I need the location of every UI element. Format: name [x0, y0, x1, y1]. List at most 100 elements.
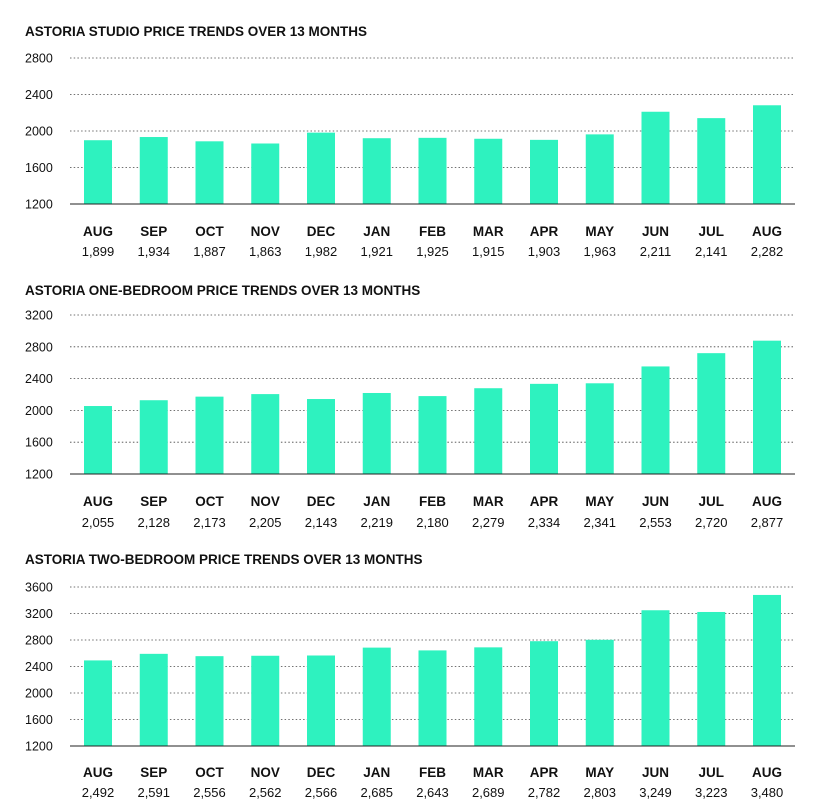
chart-3-data-label: 2,556	[193, 785, 226, 800]
chart-2-x-tick-label: AUG	[752, 494, 782, 509]
chart-3-data-label: 2,689	[472, 785, 505, 800]
chart-1-x-tick-label: JAN	[363, 224, 390, 239]
chart-2-x-tick-label: SEP	[140, 494, 167, 509]
chart-2-title: ASTORIA ONE-BEDROOM PRICE TRENDS OVER 13…	[25, 283, 420, 298]
chart-1-x-tick-label: FEB	[419, 224, 446, 239]
chart-2-data-label: 2,180	[416, 515, 449, 530]
chart-2-x-tick-label: JUN	[642, 494, 669, 509]
chart-2-bar-oct	[195, 396, 224, 474]
chart-3-x-tick-label: OCT	[195, 765, 224, 780]
chart-3-data-label: 2,562	[249, 785, 282, 800]
chart-2-bar-may	[585, 383, 614, 474]
chart-2-data-label: 2,877	[751, 515, 784, 530]
chart-1-y-tick-label: 2800	[25, 52, 53, 66]
chart-3-data-label: 2,643	[416, 785, 449, 800]
chart-3-y-tick-label: 1600	[25, 713, 53, 727]
chart-2-bar-jun	[641, 366, 670, 474]
chart-1-x-tick-label: MAY	[585, 224, 614, 239]
chart-3-x-tick-label: JAN	[363, 765, 390, 780]
chart-3-x-tick-label: JUL	[698, 765, 724, 780]
chart-2-x-tick-label: MAR	[473, 494, 504, 509]
chart-2-y-tick-label: 2000	[25, 404, 53, 418]
chart-2-y-tick-label: 2400	[25, 372, 53, 386]
chart-1-x-tick-label: DEC	[307, 224, 336, 239]
chart-1-data-label: 1,863	[249, 244, 282, 259]
chart-1-x-tick-label: APR	[530, 224, 559, 239]
chart-1-bar-jun	[641, 111, 670, 204]
chart-1-bar-feb	[418, 137, 447, 204]
chart-2-x-tick-label: FEB	[419, 494, 446, 509]
chart-2-bar-apr	[530, 383, 558, 474]
chart-2-x-tick-label: DEC	[307, 494, 336, 509]
chart-3-data-label: 3,480	[751, 785, 784, 800]
chart-1-x-tick-label: MAR	[473, 224, 504, 239]
chart-3-title: ASTORIA TWO-BEDROOM PRICE TRENDS OVER 13…	[25, 552, 423, 567]
chart-3-data-label: 3,249	[639, 785, 672, 800]
chart-1-bar-oct	[195, 141, 224, 204]
chart-1-bar-may	[585, 134, 614, 204]
chart-1-y-tick-label: 1200	[25, 198, 53, 212]
chart-1-data-label: 1,925	[416, 244, 449, 259]
chart-3-x-tick-label: NOV	[251, 765, 280, 780]
chart-2-data-label: 2,341	[583, 515, 616, 530]
chart-3-y-tick-label: 1200	[25, 740, 53, 754]
chart-2-bar-sep	[139, 400, 168, 474]
chart-2-data-label: 2,055	[82, 515, 115, 530]
chart-3-bar-apr	[530, 641, 558, 746]
chart-3-bar-nov	[251, 655, 280, 746]
chart-1-data-label: 1,887	[193, 244, 226, 259]
chart-1-bar-sep	[139, 137, 168, 204]
chart-1-y-tick-label: 2400	[25, 88, 53, 102]
chart-1-x-tick-label: AUG	[752, 224, 782, 239]
chart-3-x-tick-label: DEC	[307, 765, 336, 780]
chart-3-x-tick-label: APR	[530, 765, 559, 780]
chart-1-bar-dec	[307, 132, 335, 204]
chart-1-y-tick-label: 1600	[25, 161, 53, 175]
chart-1-data-label: 1,934	[137, 244, 170, 259]
chart-2-x-tick-label: APR	[530, 494, 559, 509]
chart-3-y-tick-label: 2000	[25, 687, 53, 701]
chart-2-data-label: 2,720	[695, 515, 728, 530]
chart-2-data-label: 2,173	[193, 515, 226, 530]
chart-3-data-label: 3,223	[695, 785, 728, 800]
chart-3-bar-jun	[641, 610, 670, 746]
chart-3-data-label: 2,492	[82, 785, 115, 800]
chart-3-x-tick-label: MAY	[585, 765, 614, 780]
chart-2-x-tick-label: OCT	[195, 494, 224, 509]
chart-3-x-tick-label: FEB	[419, 765, 446, 780]
chart-2-data-label: 2,553	[639, 515, 672, 530]
chart-3-bar-jul	[697, 611, 726, 746]
chart-2-bar-aug	[84, 406, 112, 474]
chart-1-x-tick-label: OCT	[195, 224, 224, 239]
chart-2-data-label: 2,205	[249, 515, 282, 530]
chart-2-data-label: 2,279	[472, 515, 505, 530]
chart-1-data-label: 1,982	[305, 244, 338, 259]
chart-3-y-tick-label: 3200	[25, 607, 53, 621]
chart-3-data-label: 2,685	[360, 785, 393, 800]
chart-2-x-tick-label: MAY	[585, 494, 614, 509]
chart-3-x-tick-label: AUG	[752, 765, 782, 780]
chart-1-title: ASTORIA STUDIO PRICE TRENDS OVER 13 MONT…	[25, 24, 367, 39]
chart-3-y-tick-label: 3600	[25, 581, 53, 595]
chart-2-bar-mar	[474, 388, 503, 474]
chart-1-bar-aug	[84, 140, 112, 204]
chart-1-bar-mar	[474, 138, 503, 204]
chart-2-x-tick-label: JUL	[698, 494, 724, 509]
chart-2-data-label: 2,334	[528, 515, 561, 530]
chart-1-data-label: 1,903	[528, 244, 561, 259]
chart-1-data-label: 1,963	[583, 244, 616, 259]
chart-3-y-tick-label: 2800	[25, 634, 53, 648]
chart-2-x-tick-label: NOV	[251, 494, 280, 509]
chart-3-data-label: 2,803	[583, 785, 616, 800]
chart-2-x-tick-label: JAN	[363, 494, 390, 509]
chart-3-x-tick-label: AUG	[83, 765, 113, 780]
chart-3-bar-oct	[195, 656, 224, 746]
chart-2-bar-feb	[418, 396, 447, 474]
chart-1-x-tick-label: SEP	[140, 224, 167, 239]
chart-2-data-label: 2,219	[360, 515, 393, 530]
chart-3-bar-aug	[84, 660, 112, 746]
chart-2-y-tick-label: 1600	[25, 436, 53, 450]
chart-2-bar-aug	[753, 340, 781, 474]
chart-2-data-label: 2,128	[137, 515, 170, 530]
